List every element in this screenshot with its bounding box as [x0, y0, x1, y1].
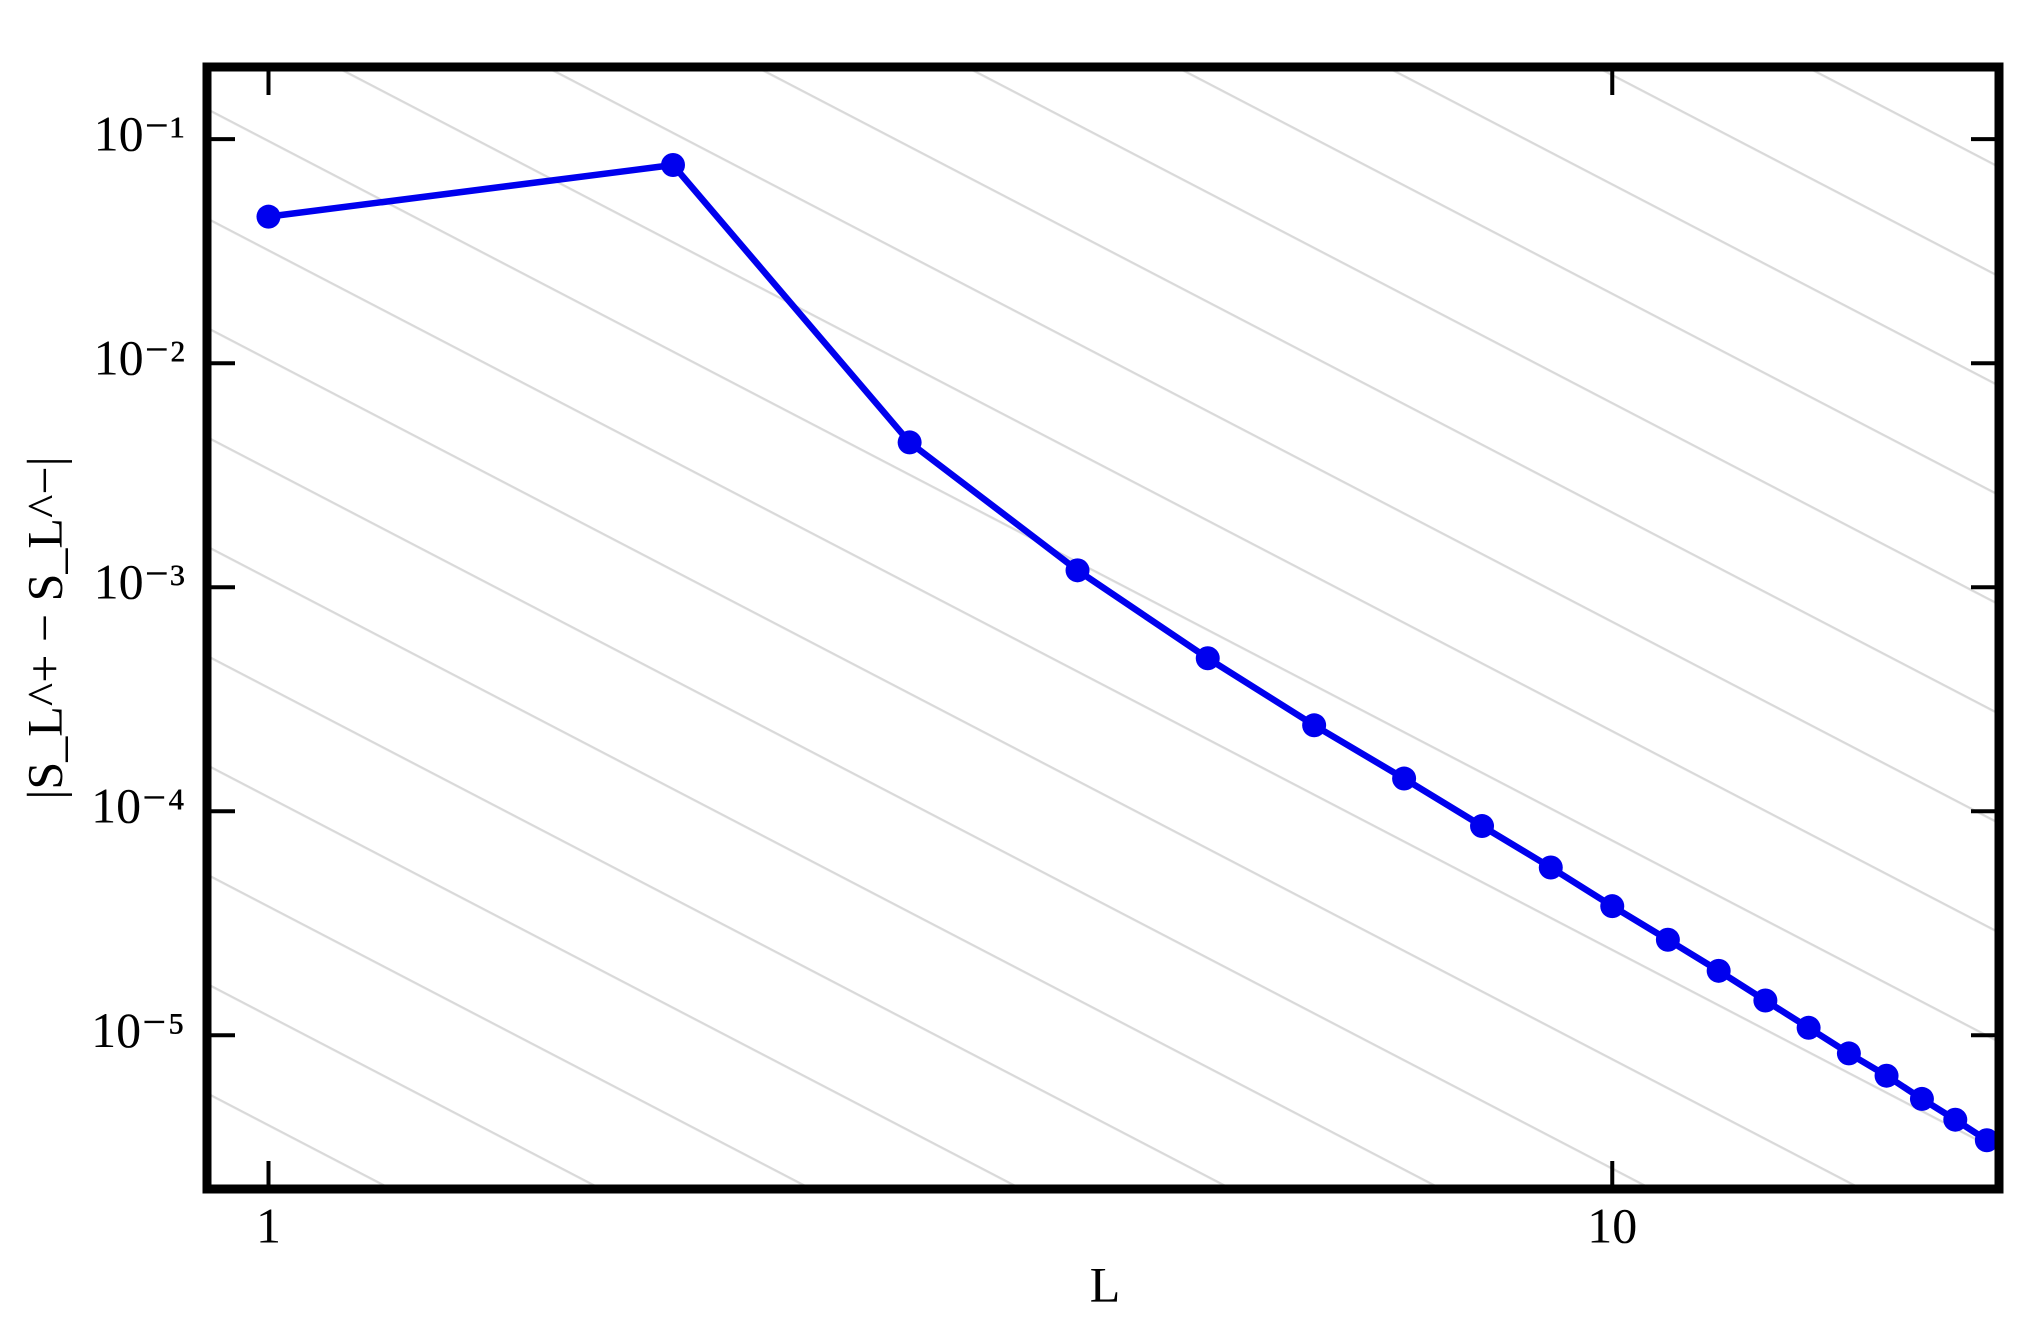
data-point — [661, 152, 686, 177]
data-point — [1392, 766, 1417, 791]
data-point — [1538, 855, 1563, 880]
data-point — [1874, 1063, 1899, 1088]
data-point — [256, 204, 281, 229]
frame — [202, 62, 2004, 1194]
data-point — [1796, 1015, 1821, 1040]
plot-area — [256, 152, 1999, 1153]
data-point — [1753, 988, 1778, 1013]
data-point — [1065, 558, 1090, 583]
y-tick-label: 10⁻³ — [94, 554, 185, 610]
y-tick-label: 10⁻⁴ — [91, 778, 185, 834]
y-tick-label: 10⁻¹ — [94, 106, 185, 162]
background-hatch — [207, 67, 1999, 1189]
data-point — [1470, 814, 1495, 839]
data-point — [1195, 646, 1220, 671]
data-point — [1302, 713, 1327, 738]
y-tick-label: 10⁻² — [94, 330, 185, 386]
x-tick-label: 10 — [1587, 1197, 1637, 1253]
data-point — [897, 430, 922, 455]
data-point — [1706, 958, 1731, 983]
data-point — [1836, 1041, 1861, 1066]
y-axis-label: |S_L^+ − S_L^−| — [16, 456, 72, 799]
y-tick-label: 10⁻⁵ — [91, 1002, 185, 1058]
x-tick-label: 1 — [256, 1197, 281, 1253]
data-point — [1943, 1107, 1968, 1132]
data-point — [1600, 894, 1625, 919]
data-point — [1655, 927, 1680, 952]
x-axis-label: L — [1090, 1256, 1121, 1312]
data-point — [1974, 1128, 1999, 1153]
data-point — [1909, 1086, 1934, 1111]
